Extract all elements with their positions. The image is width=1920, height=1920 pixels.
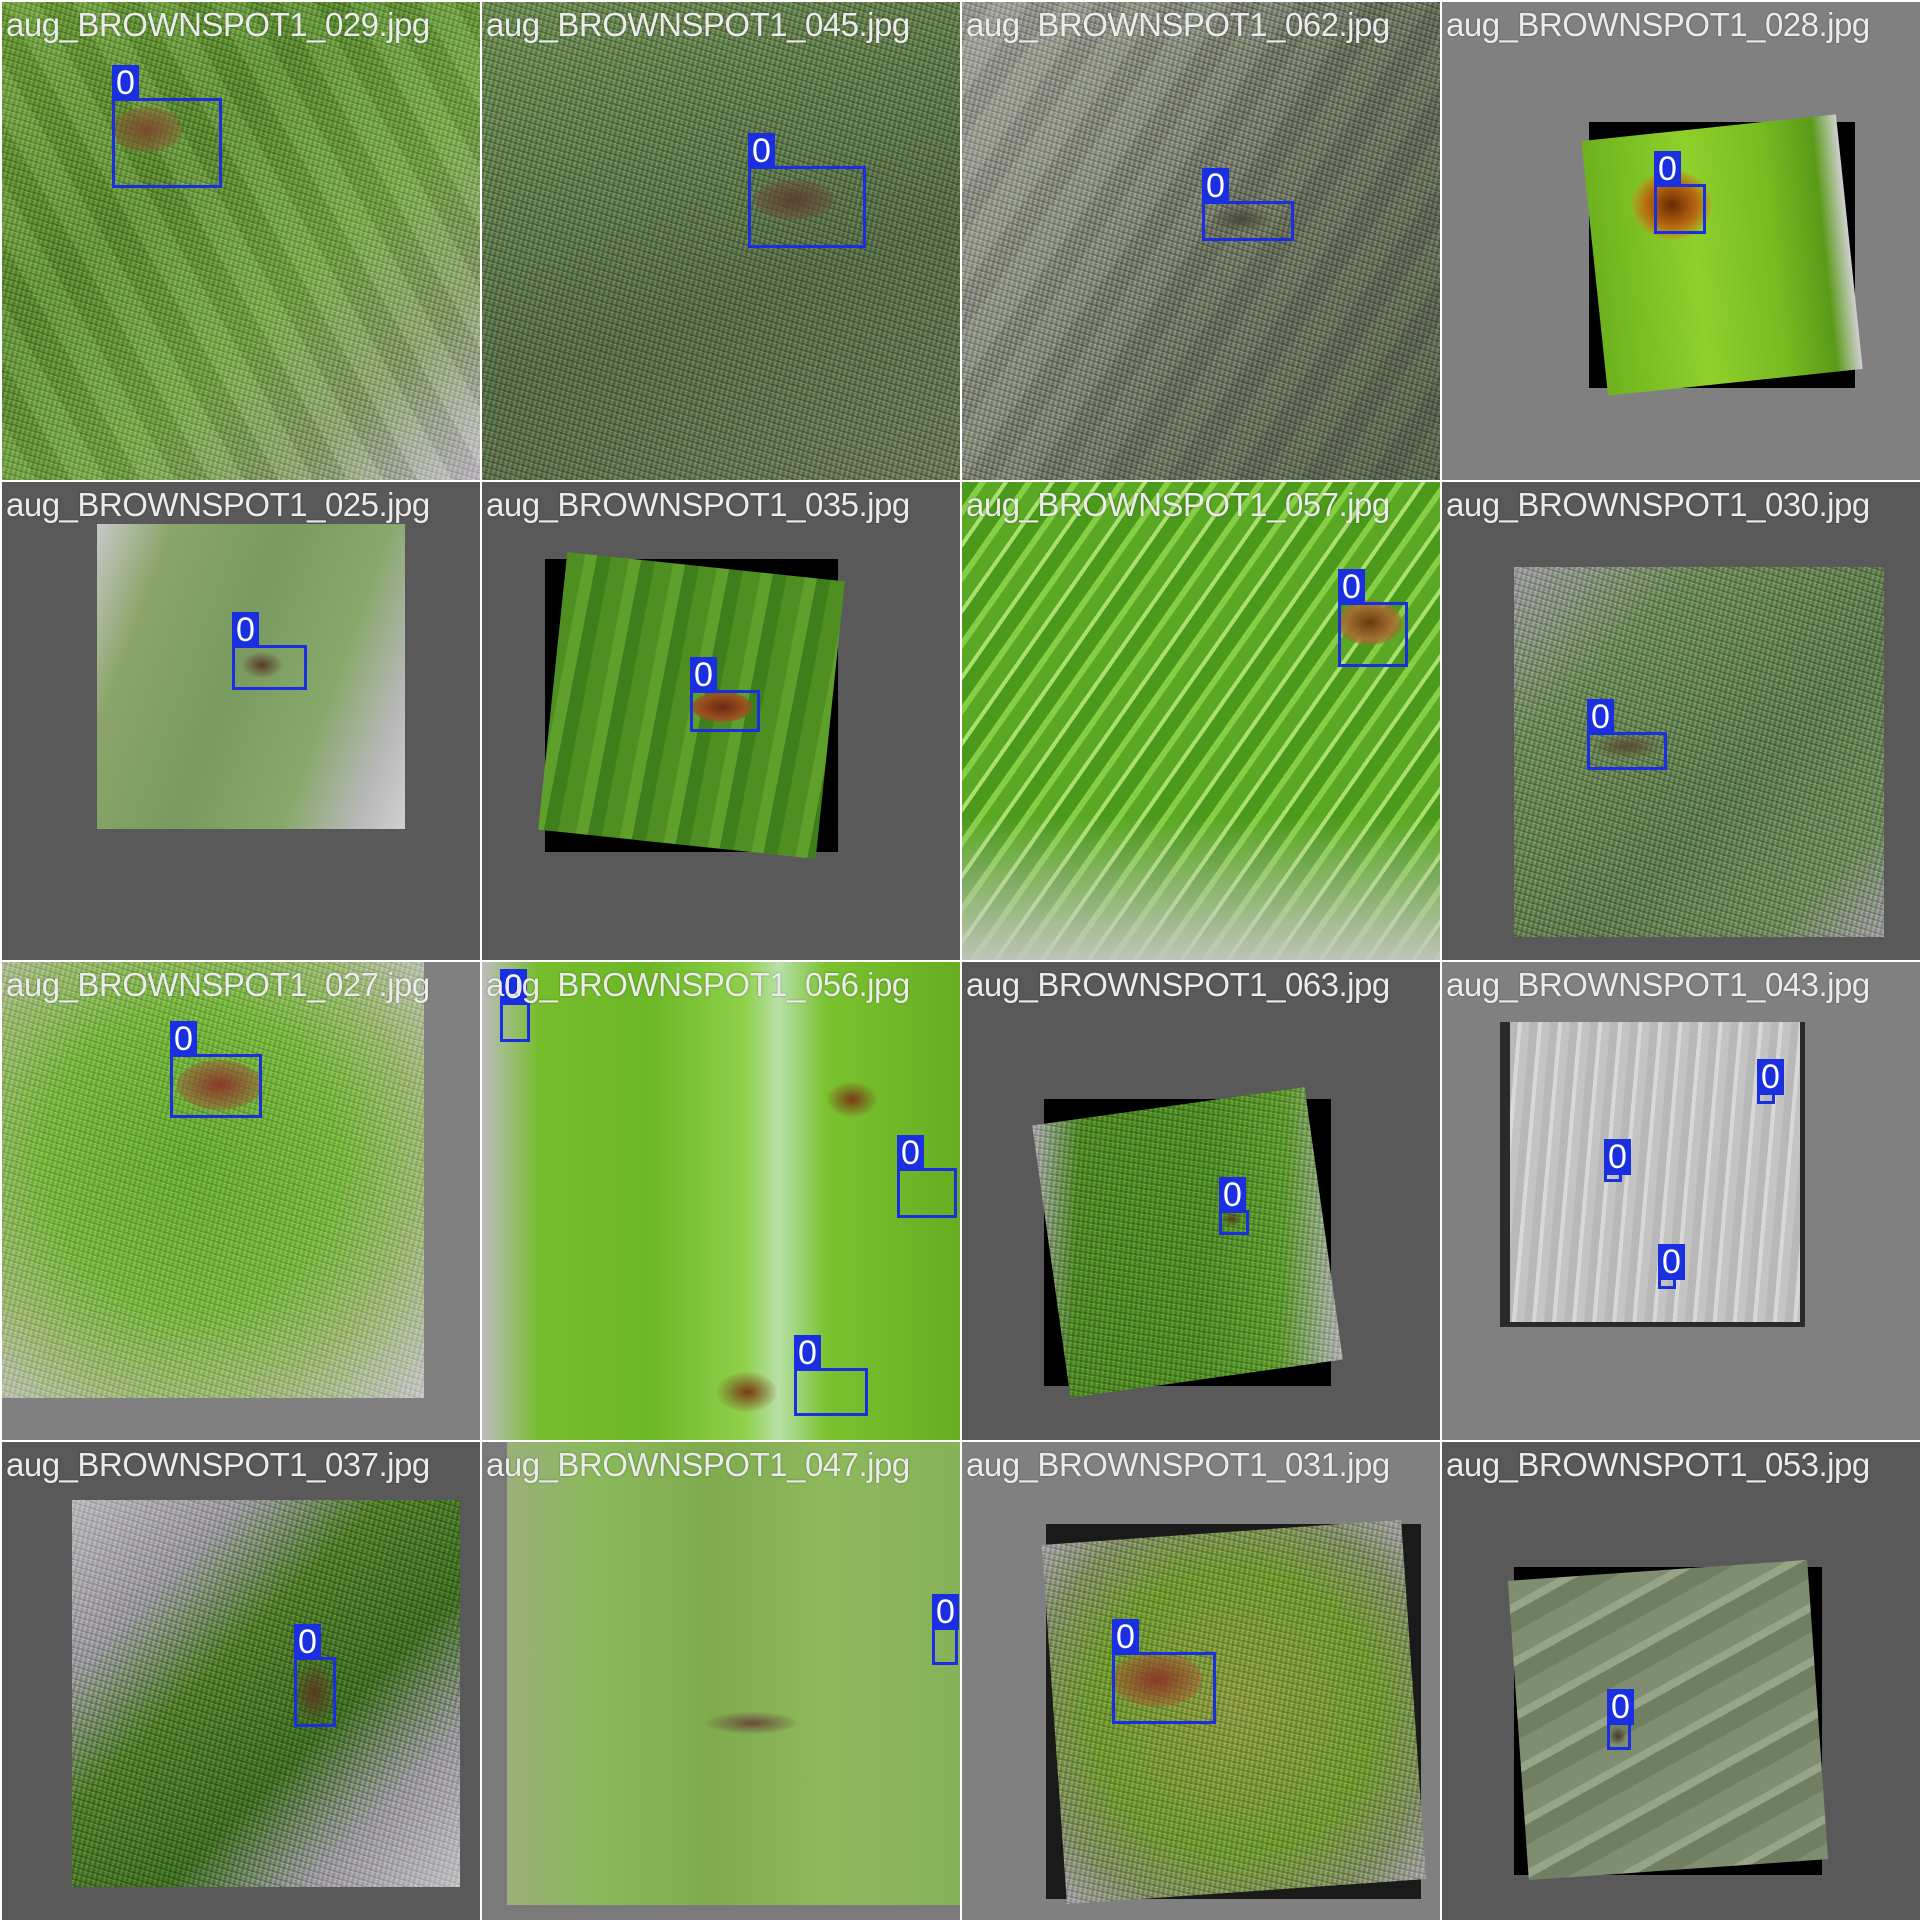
bounding-box-label: 0 (500, 969, 527, 1005)
bounding-box-label: 0 (1202, 168, 1229, 204)
bounding-box-label: 0 (897, 1135, 924, 1171)
brown-spot (112, 107, 182, 152)
image-filename: aug_BROWNSPOT1_037.jpg (6, 1446, 430, 1483)
bounding-box: 0 (1219, 1177, 1249, 1235)
bounding-box-label: 0 (1658, 1244, 1685, 1280)
bounding-box: 0 (232, 612, 307, 690)
bounding-box: 0 (932, 1594, 959, 1665)
leaf-image (1514, 567, 1884, 937)
bounding-box: 0 (1112, 1619, 1216, 1724)
image-tile: 0 0 0 aug_BROWNSPOT1_056.jpg (482, 962, 960, 1440)
bounding-box-label: 0 (1654, 151, 1681, 187)
bounding-box: 0 (748, 133, 866, 248)
image-tile: 0 aug_BROWNSPOT1_028.jpg (1442, 2, 1920, 480)
image-tile: 0 aug_BROWNSPOT1_025.jpg (2, 482, 480, 960)
leaf-image (1041, 1519, 1427, 1905)
leaf-image (1510, 1022, 1800, 1322)
leaf-image (482, 962, 960, 1440)
leaf-image (1032, 1087, 1343, 1398)
bounding-box: 0 (897, 1135, 957, 1218)
leaf-image (72, 1500, 460, 1887)
bounding-box-label: 0 (748, 133, 775, 169)
image-tile: 0 aug_BROWNSPOT1_035.jpg (482, 482, 960, 960)
leaf-image (482, 2, 960, 480)
image-tile: 0 aug_BROWNSPOT1_031.jpg (962, 1442, 1440, 1920)
bounding-box-label: 0 (1112, 1619, 1139, 1655)
image-tile: 0 aug_BROWNSPOT1_027.jpg (2, 962, 480, 1440)
image-filename: aug_BROWNSPOT1_063.jpg (966, 966, 1390, 1003)
image-tile: 0 aug_BROWNSPOT1_030.jpg (1442, 482, 1920, 960)
leaf-image (2, 962, 424, 1398)
bounding-box: 0 (1604, 1139, 1631, 1182)
image-filename: aug_BROWNSPOT1_053.jpg (1446, 1446, 1870, 1483)
brown-spot (827, 1082, 877, 1117)
bounding-box: 0 (112, 65, 222, 188)
bounding-box-label: 0 (1219, 1177, 1246, 1213)
image-filename: aug_BROWNSPOT1_031.jpg (966, 1446, 1390, 1483)
leaf-image (97, 524, 405, 829)
bounding-box-label: 0 (1338, 569, 1365, 605)
image-tile: 0 aug_BROWNSPOT1_053.jpg (1442, 1442, 1920, 1920)
brown-spot (1337, 600, 1402, 645)
bounding-box: 0 (690, 657, 760, 732)
bounding-box-label: 0 (794, 1335, 821, 1371)
brown-spot (1222, 1212, 1242, 1226)
brown-spot (1112, 1652, 1202, 1707)
image-tile: 0 aug_BROWNSPOT1_037.jpg (2, 1442, 480, 1920)
bounding-box: 0 (500, 969, 530, 1042)
brown-spot (1610, 1727, 1626, 1745)
image-tile: 0 aug_BROWNSPOT1_029.jpg (2, 2, 480, 480)
image-tile: 0 aug_BROWNSPOT1_045.jpg (482, 2, 960, 480)
bounding-box: 0 (1757, 1059, 1784, 1104)
image-tile: 0 aug_BROWNSPOT1_063.jpg (962, 962, 1440, 1440)
brown-spot (1212, 207, 1272, 232)
bounding-box: 0 (1654, 151, 1706, 234)
leaf-image (1507, 1559, 1829, 1881)
bounding-box-label: 0 (1607, 1689, 1634, 1725)
leaf-image (962, 2, 1440, 480)
bounding-box-label: 0 (1757, 1059, 1784, 1095)
brown-spot (707, 1712, 797, 1734)
brown-spot (717, 1372, 777, 1412)
bounding-box-label: 0 (1604, 1139, 1631, 1175)
brown-spot (1592, 734, 1662, 759)
leaf-image (1581, 114, 1863, 396)
bounding-box-label: 0 (1587, 699, 1614, 735)
image-tile: 0 aug_BROWNSPOT1_057.jpg (962, 482, 1440, 960)
leaf-image (507, 1442, 960, 1905)
image-tile: 0 0 0 aug_BROWNSPOT1_043.jpg (1442, 962, 1920, 1440)
bounding-box-label: 0 (690, 657, 717, 693)
bounding-box: 0 (794, 1335, 868, 1416)
leaf-image (962, 482, 1440, 960)
bounding-box-label: 0 (112, 65, 139, 101)
bounding-box-label: 0 (232, 612, 259, 648)
brown-spot (294, 1662, 334, 1724)
image-filename: aug_BROWNSPOT1_030.jpg (1446, 486, 1870, 523)
bounding-box: 0 (1607, 1689, 1634, 1750)
image-filename: aug_BROWNSPOT1_043.jpg (1446, 966, 1870, 1003)
image-tile: 0 aug_BROWNSPOT1_062.jpg (962, 2, 1440, 480)
image-filename: aug_BROWNSPOT1_028.jpg (1446, 6, 1870, 43)
bounding-box: 0 (170, 1021, 262, 1118)
brown-spot (692, 692, 752, 722)
image-filename: aug_BROWNSPOT1_025.jpg (6, 486, 430, 523)
bounding-box: 0 (1587, 699, 1667, 770)
bounding-box-label: 0 (170, 1021, 197, 1057)
image-filename: aug_BROWNSPOT1_035.jpg (486, 486, 910, 523)
image-tile: 0 aug_BROWNSPOT1_047.jpg (482, 1442, 960, 1920)
bounding-box: 0 (1202, 168, 1294, 241)
bounding-box: 0 (1658, 1244, 1685, 1289)
brown-spot (177, 1060, 262, 1110)
bounding-box-label: 0 (932, 1594, 959, 1630)
bounding-box: 0 (294, 1624, 336, 1727)
bounding-box-label: 0 (294, 1624, 321, 1660)
bounding-box: 0 (1338, 569, 1408, 667)
brown-spot (754, 180, 834, 220)
leaf-image (2, 2, 480, 480)
brown-spot (242, 652, 282, 678)
